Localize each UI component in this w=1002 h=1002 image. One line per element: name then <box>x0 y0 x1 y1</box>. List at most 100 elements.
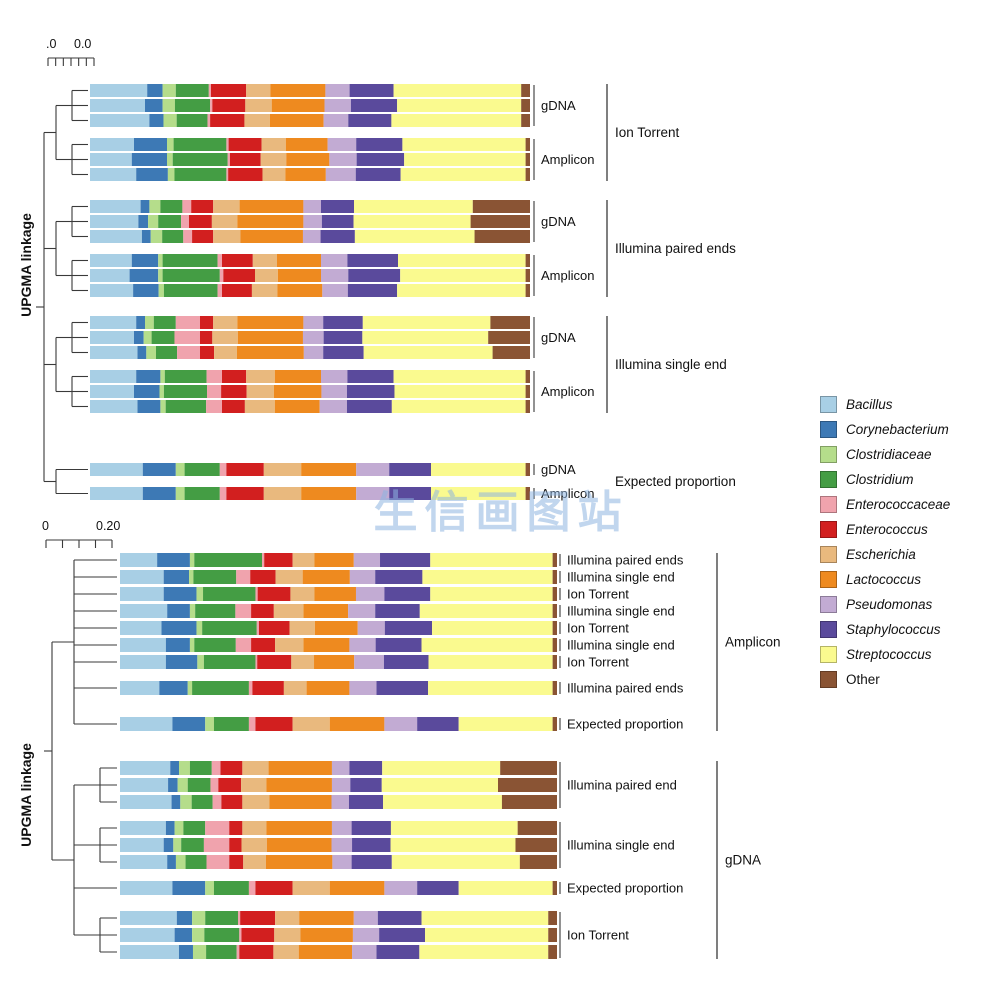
bar-segment-other <box>498 778 557 792</box>
bar-segment-other <box>525 385 530 398</box>
bar-segment-enterococcaceae <box>236 945 240 959</box>
row-label: Amplicon <box>541 152 594 167</box>
row-label: gDNA <box>541 462 576 477</box>
bar-segment-corynebacterium <box>159 681 188 695</box>
bar-segment-corynebacterium <box>136 316 145 329</box>
bar-segment-other <box>548 928 557 942</box>
bar-segment-streptococcus <box>458 717 553 731</box>
bar-segment-bacillus <box>120 638 166 652</box>
bar-segment-pseudomonas <box>321 370 348 383</box>
bar-segment-corynebacterium <box>163 838 174 852</box>
bar-segment-bacillus <box>90 487 143 500</box>
row-label: Illumina single end <box>567 570 675 585</box>
bar-segment-enterococcus <box>212 99 246 112</box>
bar-segment-enterococcus <box>222 254 253 267</box>
bar-segment-enterococcus <box>228 138 262 151</box>
bar-segment-streptococcus <box>404 153 526 166</box>
bar-segment-enterococcaceae <box>207 114 211 127</box>
bar-segment-enterococcaceae <box>208 84 211 97</box>
bar-segment-other <box>521 99 530 112</box>
bar-segment-clostridiaceae <box>163 114 177 127</box>
bar-segment-lactococcus <box>273 385 322 398</box>
bar-segment-lactococcus <box>269 795 332 809</box>
legend-label: Enterococcaceae <box>846 497 951 512</box>
bar-segment-enterococcus <box>228 168 263 181</box>
bar-segment-bacillus <box>90 99 145 112</box>
legend-swatch-icon <box>820 546 837 563</box>
bar-segment-staphylococcus <box>389 463 431 476</box>
bar-segment-corynebacterium <box>137 346 147 359</box>
bar-segment-streptococcus <box>393 84 522 97</box>
bar-segment-clostridiaceae <box>192 945 207 959</box>
bar-segment-other <box>500 761 557 775</box>
bar-segment-escherichia <box>273 945 299 959</box>
bar-segment-corynebacterium <box>149 114 164 127</box>
bar-segment-lactococcus <box>268 761 332 775</box>
bar-segment-enterococcaceae <box>226 168 229 181</box>
bar-segment-corynebacterium <box>172 717 206 731</box>
bar-segment-staphylococcus <box>348 269 401 282</box>
bar-segment-escherichia <box>261 138 286 151</box>
bar-segment-clostridium <box>162 269 220 282</box>
bar-segment-other <box>552 655 557 669</box>
bar-segment-bacillus <box>120 928 175 942</box>
group-label: Expected proportion <box>615 474 736 489</box>
bar-segment-bacillus <box>90 215 139 228</box>
bar-segment-bacillus <box>90 84 148 97</box>
bar-segment-staphylococcus <box>346 385 395 398</box>
bar-segment-streptococcus <box>458 881 553 895</box>
bar-segment-escherichia <box>245 99 272 112</box>
bar-segment-bacillus <box>120 881 173 895</box>
bar-segment-clostridiaceae <box>177 778 188 792</box>
bar-segment-clostridium <box>174 168 227 181</box>
bar-segment-enterococcus <box>220 761 243 775</box>
bar-segment-escherichia <box>252 254 277 267</box>
bar-segment-pseudomonas <box>349 638 376 652</box>
bar-segment-streptococcus <box>431 463 526 476</box>
bar-segment-corynebacterium <box>163 570 190 584</box>
bar-segment-clostridiaceae <box>205 881 214 895</box>
bar-segment-other <box>525 269 530 282</box>
bar-segment-lactococcus <box>274 400 320 413</box>
bar-segment-other <box>552 570 557 584</box>
row-label: Illumina single end <box>567 838 675 853</box>
bar-segment-pseudomonas <box>321 254 348 267</box>
bar-segment-lactococcus <box>300 928 353 942</box>
bar-segment-other <box>474 230 530 243</box>
bar-segment-corynebacterium <box>137 400 161 413</box>
scale-tick-label: 0.20 <box>96 519 120 533</box>
bar-segment-staphylococcus <box>380 553 431 567</box>
bar-segment-pseudomonas <box>321 269 349 282</box>
legend-item: Enterococcaceae <box>820 496 950 513</box>
bar-segment-other <box>525 168 530 181</box>
bar-segment-staphylococcus <box>321 215 354 228</box>
bar-segment-corynebacterium <box>157 553 190 567</box>
bar-segment-clostridium <box>153 316 176 329</box>
bar-segment-enterococcaceae <box>255 587 258 601</box>
bar-segment-clostridiaceae <box>173 838 182 852</box>
bar-segment-staphylococcus <box>349 84 394 97</box>
bar-segment-corynebacterium <box>133 284 159 297</box>
bar-segment-staphylococcus <box>350 778 382 792</box>
bar-segment-enterococcaceae <box>248 681 253 695</box>
bar-segment-bacillus <box>120 945 179 959</box>
bar-segment-corynebacterium <box>178 945 193 959</box>
bar-segment-enterococcaceae <box>212 795 222 809</box>
row-label: Ion Torrent <box>567 621 629 636</box>
bar-segment-streptococcus <box>419 945 549 959</box>
bar-segment-clostridiaceae <box>159 385 164 398</box>
bar-segment-escherichia <box>241 838 267 852</box>
bar-segment-enterococcus <box>210 114 245 127</box>
bar-segment-bacillus <box>90 284 134 297</box>
bar-segment-escherichia <box>292 717 330 731</box>
bar-segment-escherichia <box>283 681 307 695</box>
legend-item: Enterococcus <box>820 521 950 538</box>
bar-segment-pseudomonas <box>329 153 357 166</box>
bar-segment-bacillus <box>90 230 142 243</box>
bar-segment-streptococcus <box>391 855 520 869</box>
bar-segment-lactococcus <box>303 604 349 618</box>
bar-segment-escherichia <box>255 269 278 282</box>
bar-segment-enterococcus <box>255 881 293 895</box>
bar-segment-bacillus <box>120 604 168 618</box>
bar-segment-enterococcus <box>222 370 247 383</box>
